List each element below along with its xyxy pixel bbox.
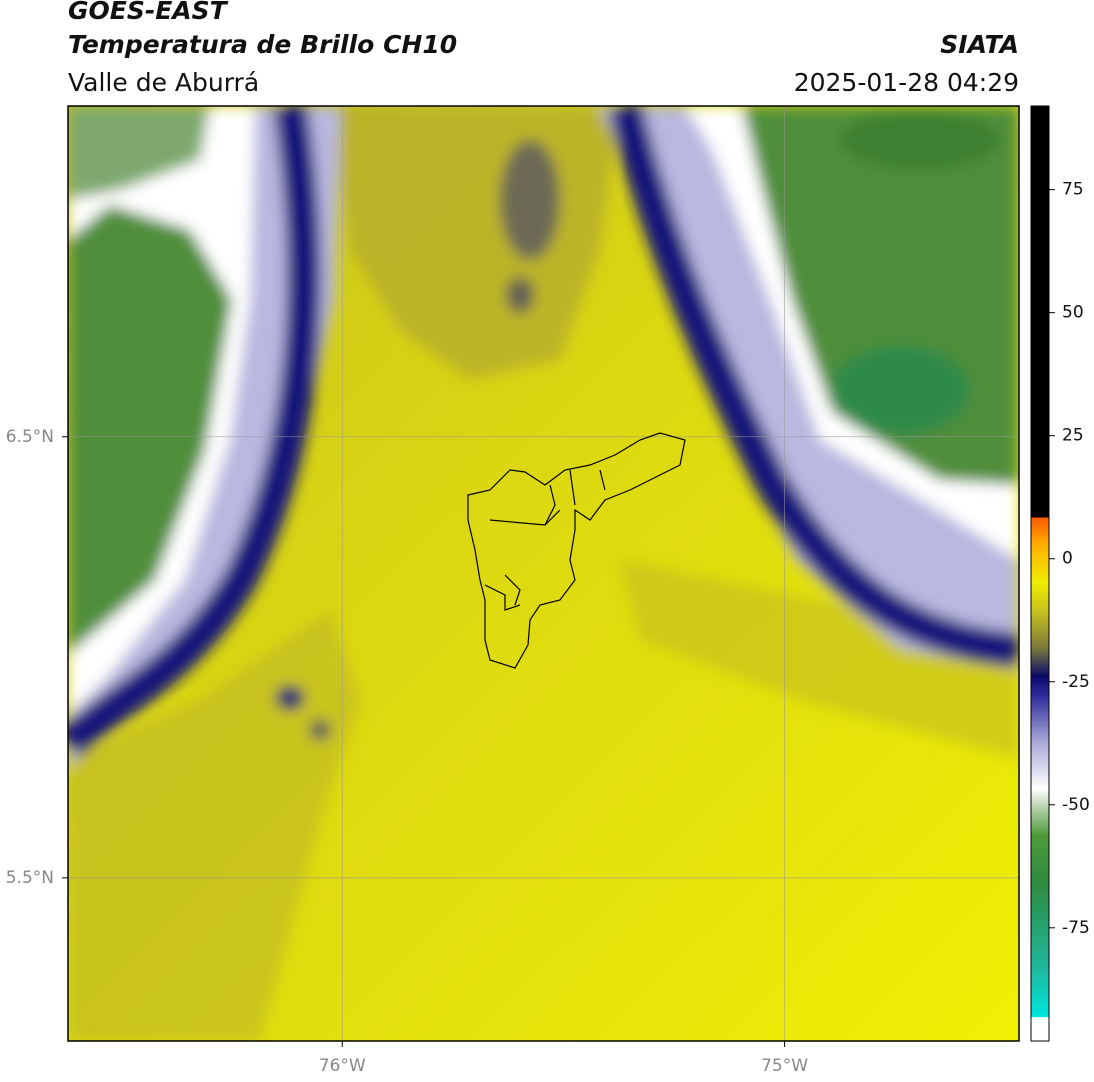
source: SIATA xyxy=(940,30,1019,59)
subtitle: Temperatura de Brillo CH10 xyxy=(68,30,457,59)
y-tick-label: 5.5°N xyxy=(6,868,54,888)
colorbar-tick-label: 25 xyxy=(1062,426,1084,446)
graticule xyxy=(68,106,1019,1041)
colorbar-tick-label: -50 xyxy=(1062,795,1090,815)
municipality-borders xyxy=(467,432,686,669)
satellite-image xyxy=(68,106,1019,1041)
colorbar-tick-label: -25 xyxy=(1062,672,1090,692)
colorbar-tick-label: 0 xyxy=(1062,549,1073,569)
colorbar-tick-label: 50 xyxy=(1062,303,1084,323)
region: Valle de Aburrá xyxy=(68,68,259,97)
x-tick-label: 76°W xyxy=(319,1056,366,1076)
map-frame xyxy=(67,105,1020,1042)
colorbar-tick-label: -75 xyxy=(1062,918,1090,938)
title: GOES-EAST xyxy=(68,0,229,25)
colorbar-tick-label: 75 xyxy=(1062,180,1084,200)
colorbar xyxy=(1030,105,1050,1042)
x-tick-label: 75°W xyxy=(761,1056,808,1076)
timestamp: 2025-01-28 04:29 xyxy=(794,68,1019,97)
y-tick-label: 6.5°N xyxy=(6,427,54,447)
